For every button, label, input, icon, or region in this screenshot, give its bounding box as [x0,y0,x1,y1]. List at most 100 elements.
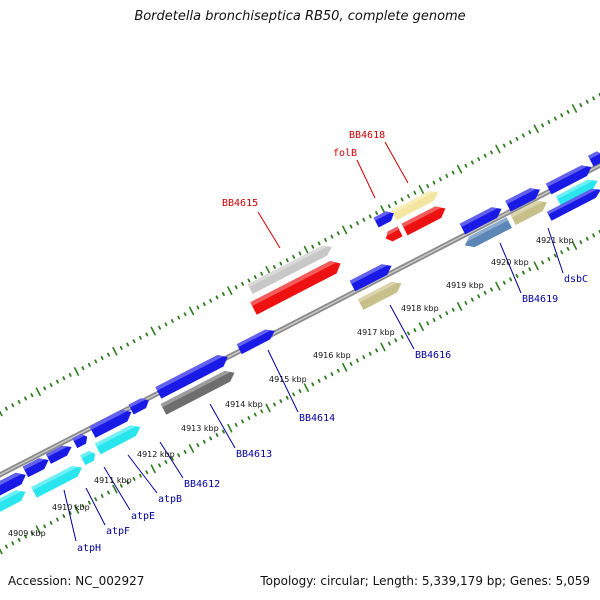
gene-label-BB4619[interactable]: BB4619 [522,294,558,305]
inner-track-dot [541,260,545,265]
inner-track-dot [407,331,410,336]
inner-track-dot [234,422,238,427]
gene-label-BB4612[interactable]: BB4612 [184,479,220,490]
outer-track-dot [35,387,41,397]
outer-track-dot [592,96,596,101]
outer-track-dot [234,285,238,290]
inner-track-dot [49,520,53,525]
gene-BB4612-blue [128,398,149,415]
outer-track-dot [221,292,225,296]
inner-track-dot [138,473,142,478]
leader-BB4612 [159,441,184,479]
gene-BB4613-blue-body [155,354,228,399]
leader-BB4614 [267,349,299,413]
outer-track-dot [164,322,168,327]
gene-BB4612-blue-highlight [128,398,146,408]
inner-track-dot [68,510,72,515]
inner-track-dot [490,287,493,292]
gene-BB4613-darkgrey [160,370,235,415]
gene-atpH-blue-highlight [22,458,45,470]
gene-BB4618-yellow-body [391,191,439,221]
gene-label-BB4616[interactable]: BB4616 [415,350,451,361]
outer-track-dot [177,315,181,320]
outer-track-dot [349,224,353,229]
gene-label-BB4615[interactable]: BB4615 [222,198,258,209]
inner-track-dot [528,267,532,272]
inner-track-dot [324,375,327,380]
tick-label-4909: 4909 kbp [8,529,46,538]
gene-atpB-blue-highlight [89,409,128,430]
gene-BB4614-blue-body [236,329,275,355]
genome-summary-text: Topology: circular; Length: 5,339,179 bp… [260,574,590,588]
inner-track-dot [547,257,551,262]
inner-track-dot [209,436,213,441]
outer-track-dot [138,335,142,340]
gene-BB4615-grey-highlight [247,245,329,288]
gene-features [0,151,600,512]
gene-dsbC-blue2-highlight [546,188,598,215]
inner-track-dot [100,493,104,498]
outer-track-dot [170,318,174,323]
gene-atpB-blue-body [89,409,132,438]
outer-track-dot [324,238,327,242]
outer-track-dot [87,362,91,367]
outer-track-dot [188,306,195,316]
inner-track-dot [292,392,296,397]
gene-BB4616-blue [349,264,392,292]
gene-BB4615-grey-body [247,245,332,295]
gene-label-BB4613[interactable]: BB4613 [236,449,272,460]
outer-track-dot [279,261,283,266]
inner-track-dot [279,399,283,404]
inner-track-dot [241,419,245,424]
inner-track-dot [215,433,219,437]
gene-BB4619-blue2-body [505,188,540,212]
tick-label-4916: 4916 kbp [313,351,351,360]
gene-BB4616-blue-body [349,264,392,292]
gene-label-atpF[interactable]: atpF [106,526,130,537]
gene-label-folB[interactable]: folB [333,148,357,159]
inner-track-dot [202,439,206,444]
inner-track-dot [11,541,15,546]
outer-track-dot [456,164,463,174]
gene-right-blue [588,151,600,167]
outer-track-dot [521,133,525,138]
outer-track-dot [477,157,481,162]
gene-BB4614-blue-highlight [236,329,271,348]
gene-label-atpB[interactable]: atpB [158,494,182,505]
outer-track-dot [502,143,506,148]
outer-track-dot [112,346,118,356]
outer-track-dot [490,150,493,155]
gene-label-BB4618[interactable]: BB4618 [349,130,385,141]
gene-BB4615-red [250,260,341,315]
tick-label-4914: 4914 kbp [225,400,263,409]
inner-track-dot [298,389,302,393]
outer-track-dot [24,396,27,401]
inner-track-dot [126,480,130,485]
gene-BB4619-blue1 [459,207,502,235]
gene-dsbC-blue2-body [546,188,600,221]
tick-label-4918: 4918 kbp [401,304,439,313]
gene-folB-red-highlight [386,226,400,236]
tick-label-4920: 4920 kbp [491,258,529,267]
gene-label-atpH[interactable]: atpH [77,543,101,554]
gene-folB-red [385,226,403,242]
outer-track-dot [311,244,315,249]
outer-track-dot [17,399,21,404]
outer-track-dot [330,234,334,239]
outer-track-dot [183,312,187,317]
outer-track-dot [336,231,340,236]
leader-dsbC [547,227,564,274]
outer-track-dot [215,295,219,300]
gene-label-atpE[interactable]: atpE [131,511,155,522]
inner-track-dot [17,537,21,542]
outer-track-dot [107,352,110,357]
outer-track-dot [298,251,302,256]
gene-atpF-blue-body [45,445,72,464]
gene-label-dsbC[interactable]: dsbC [564,274,588,285]
outer-track-dot [394,200,398,205]
leader-atpE [103,466,131,511]
inner-track-dot [585,236,589,241]
gene-label-BB4614[interactable]: BB4614 [299,413,335,424]
outer-track-dot [495,144,501,154]
